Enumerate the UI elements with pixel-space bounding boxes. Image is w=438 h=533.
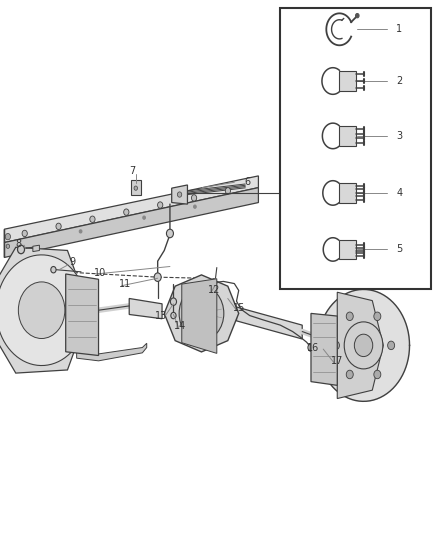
Text: 10: 10 [94, 268, 106, 278]
Bar [280, 8, 431, 289]
Circle shape [332, 341, 339, 350]
Circle shape [171, 312, 176, 319]
Circle shape [211, 279, 217, 286]
Text: 13: 13 [155, 311, 167, 320]
Polygon shape [318, 289, 410, 401]
Polygon shape [0, 247, 78, 373]
Circle shape [190, 300, 213, 327]
Text: 7: 7 [129, 166, 135, 175]
Circle shape [374, 370, 381, 379]
Circle shape [18, 245, 25, 254]
Polygon shape [237, 307, 302, 339]
Circle shape [6, 244, 10, 248]
Polygon shape [339, 71, 356, 92]
Text: 11: 11 [119, 279, 131, 288]
Circle shape [166, 229, 173, 238]
Text: 15: 15 [233, 303, 245, 313]
Circle shape [194, 205, 196, 208]
Polygon shape [311, 313, 337, 385]
Text: 3: 3 [396, 131, 403, 141]
Text: 8: 8 [15, 239, 21, 249]
Circle shape [18, 282, 65, 338]
Circle shape [354, 334, 373, 357]
Polygon shape [131, 180, 141, 195]
Polygon shape [164, 275, 239, 352]
Text: 6: 6 [244, 177, 251, 187]
Text: 12: 12 [208, 286, 220, 295]
Polygon shape [4, 188, 258, 257]
Circle shape [344, 322, 383, 369]
Circle shape [374, 312, 381, 320]
Polygon shape [172, 185, 187, 204]
Polygon shape [339, 240, 356, 259]
Text: 9: 9 [69, 257, 75, 267]
Text: 14: 14 [173, 321, 186, 331]
Circle shape [22, 230, 27, 237]
Circle shape [158, 202, 163, 208]
Polygon shape [77, 343, 147, 361]
Text: 17: 17 [331, 357, 343, 366]
Circle shape [79, 230, 82, 233]
Circle shape [346, 370, 353, 379]
Polygon shape [339, 126, 356, 146]
Circle shape [5, 233, 11, 240]
Circle shape [134, 186, 138, 190]
Text: 16: 16 [307, 343, 319, 352]
Text: 5: 5 [396, 245, 403, 254]
Polygon shape [337, 292, 383, 399]
Circle shape [179, 286, 224, 341]
Polygon shape [182, 279, 217, 353]
Polygon shape [319, 340, 328, 351]
Circle shape [388, 341, 395, 350]
Circle shape [356, 13, 359, 18]
Circle shape [308, 344, 314, 351]
Polygon shape [66, 274, 99, 356]
Circle shape [124, 209, 129, 215]
Circle shape [177, 192, 182, 197]
Circle shape [346, 312, 353, 320]
Circle shape [51, 266, 56, 273]
Polygon shape [339, 183, 356, 203]
Circle shape [143, 216, 145, 219]
Polygon shape [33, 245, 39, 252]
Polygon shape [4, 176, 258, 243]
Text: 2: 2 [396, 76, 403, 86]
Polygon shape [0, 255, 87, 366]
Circle shape [154, 273, 161, 281]
Circle shape [225, 188, 230, 194]
Circle shape [170, 298, 177, 305]
Circle shape [191, 195, 197, 201]
Polygon shape [129, 298, 162, 319]
Text: 4: 4 [396, 188, 403, 198]
Circle shape [56, 223, 61, 230]
Text: 1: 1 [396, 25, 403, 34]
Circle shape [90, 216, 95, 222]
